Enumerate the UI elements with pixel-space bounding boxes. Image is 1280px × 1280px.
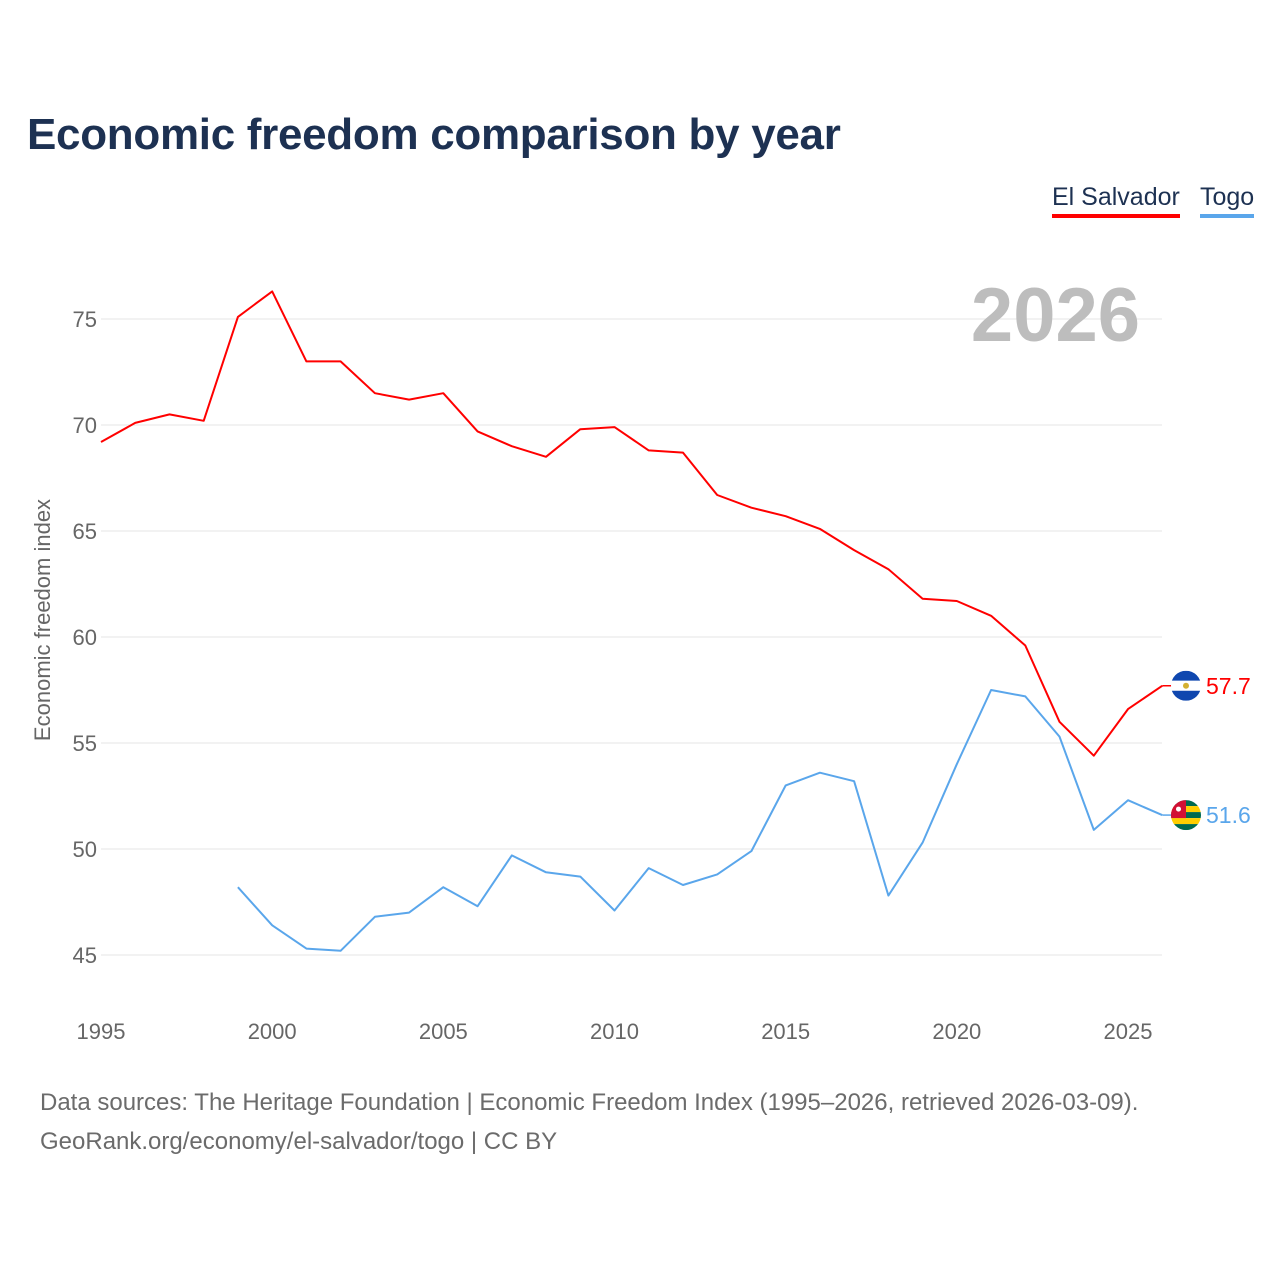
flag-stripe — [1171, 824, 1201, 831]
x-tick-label: 2025 — [1104, 1019, 1153, 1044]
x-tick-label: 2015 — [761, 1019, 810, 1044]
x-tick-label: 1995 — [77, 1019, 126, 1044]
y-tick-label: 55 — [73, 731, 97, 756]
y-tick-label: 60 — [73, 625, 97, 650]
series-line-el-salvador — [100, 290, 1163, 757]
year-watermark: 2026 — [971, 273, 1140, 358]
data-source: Data sources: The Heritage Foundation | … — [40, 1089, 1139, 1116]
togo-flag-icon — [1171, 800, 1201, 831]
flag-stripe — [1171, 670, 1201, 681]
y-tick-label: 75 — [73, 307, 97, 332]
flag-body — [1171, 800, 1201, 831]
x-tick-label: 2010 — [590, 1019, 639, 1044]
flag-star — [1176, 806, 1181, 812]
y-tick-label: 50 — [73, 837, 97, 862]
chart-title: Economic freedom comparison by year — [27, 110, 841, 159]
series-line-togo — [237, 689, 1163, 952]
end-value-label: 51.6 — [1206, 802, 1251, 828]
legend-togo[interactable]: Togo — [1200, 183, 1255, 218]
y-tick-label: 70 — [73, 413, 97, 438]
end-value-label: 57.7 — [1206, 673, 1251, 699]
y-tick-label: 65 — [73, 519, 97, 544]
flag-stripe — [1171, 690, 1201, 701]
flag-body — [1171, 670, 1201, 701]
x-tick-label: 2020 — [932, 1019, 981, 1044]
flag-emblem — [1183, 682, 1189, 689]
flag-stripe — [1171, 818, 1201, 825]
legend-el-salvador[interactable]: El Salvador — [1052, 183, 1180, 218]
x-tick-label: 2005 — [419, 1019, 468, 1044]
y-tick-label: 45 — [73, 943, 97, 968]
el-salvador-flag-icon — [1171, 670, 1201, 701]
x-tick-label: 2000 — [248, 1019, 297, 1044]
source-url: GeoRank.org/economy/el-salvador/togo | C… — [40, 1128, 558, 1155]
y-axis-label: Economic freedom index — [30, 499, 55, 741]
